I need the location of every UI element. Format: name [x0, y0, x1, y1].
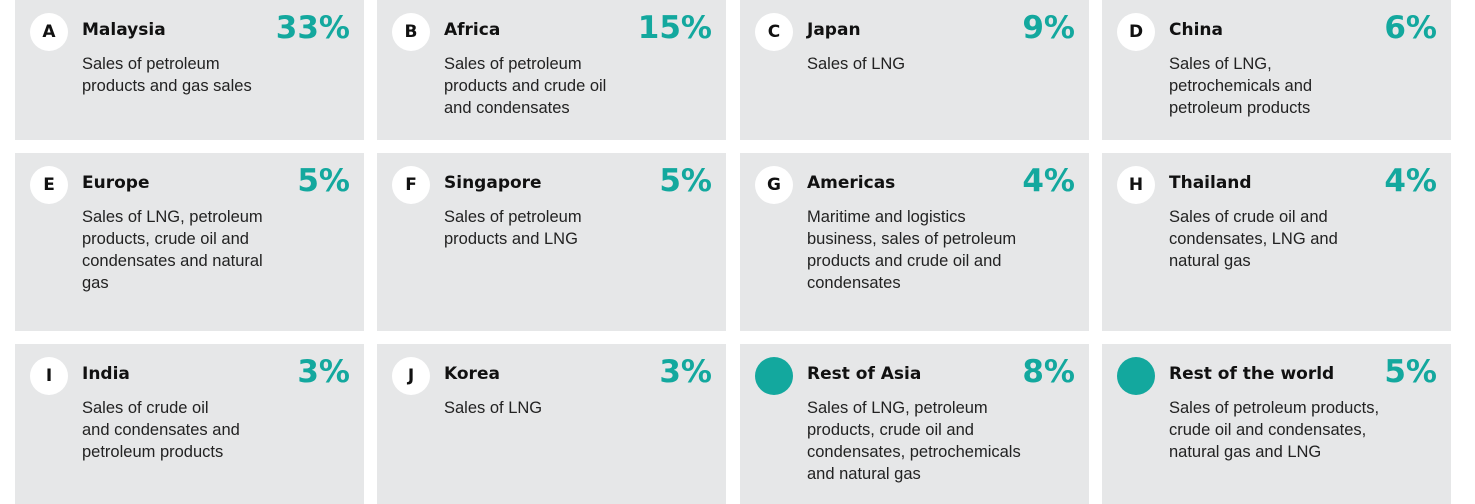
region-name: India — [82, 364, 130, 384]
percent: 33% — [275, 10, 350, 46]
badge — [1117, 357, 1155, 395]
description-line: Sales of LNG, petroleum — [82, 208, 263, 226]
percent: 5% — [297, 163, 350, 199]
region-card: Rest of the world 5% Sales of petroleum pr… — [1102, 344, 1451, 504]
description: Maritime and logistics business, sales of… — [807, 206, 1016, 294]
percent: 9% — [1022, 10, 1075, 46]
description: Sales of petroleum products and crude oil… — [444, 53, 606, 119]
badge: J — [392, 357, 430, 395]
description-line: Sales of LNG, — [1169, 55, 1272, 73]
region-name: Thailand — [1169, 173, 1252, 193]
description: Sales of crude oil and condensates, LNG a… — [1169, 206, 1338, 272]
badge: I — [30, 357, 68, 395]
description-line: Sales of petroleum — [444, 55, 582, 73]
description-line: Maritime and logistics — [807, 208, 966, 226]
badge: B — [392, 13, 430, 51]
description-line: Sales of petroleum products, — [1169, 399, 1380, 417]
badge: G — [755, 166, 793, 204]
badge: F — [392, 166, 430, 204]
percent: 5% — [1384, 354, 1437, 390]
description: Sales of petroleum products, crude oil an… — [1169, 397, 1379, 463]
description-line: and condensates — [444, 99, 570, 117]
region-card: H Thailand 4% Sales of crude oil and condens… — [1102, 153, 1451, 331]
description-line: products, crude oil and — [807, 421, 974, 439]
description-line: petrochemicals and — [1169, 77, 1313, 95]
description-line: Sales of crude oil — [82, 399, 209, 417]
description: Sales of petroleum products and LNG — [444, 206, 582, 250]
region-name: Rest of Asia — [807, 364, 922, 384]
description-line: products and LNG — [444, 230, 578, 248]
description-line: products and crude oil — [444, 77, 607, 95]
description-line: condensates and natural — [82, 252, 263, 270]
description-line: condensates, petrochemicals — [807, 443, 1021, 461]
region-name: Japan — [807, 20, 861, 40]
description-line: Sales of LNG, petroleum — [807, 399, 988, 417]
region-name: Americas — [807, 173, 896, 193]
description-line: petroleum products — [1169, 99, 1311, 117]
description-line: condensates — [807, 274, 901, 292]
description-line: Sales of LNG — [444, 399, 543, 417]
percent: 8% — [1022, 354, 1075, 390]
badge: C — [755, 13, 793, 51]
description-line: Sales of LNG — [807, 55, 906, 73]
description-line: products and gas sales — [82, 77, 252, 95]
region-card: G Americas 4% Maritime and logistics busines… — [740, 153, 1089, 331]
percent: 4% — [1022, 163, 1075, 199]
percent: 15% — [637, 10, 712, 46]
description-line: business, sales of petroleum — [807, 230, 1017, 248]
description: Sales of LNG, petroleum products, crude o… — [82, 206, 263, 294]
description-line: Sales of petroleum — [82, 55, 220, 73]
region-card: D China 6% Sales of LNG, petrochemicals and p… — [1102, 0, 1451, 140]
description-line: petroleum products — [82, 443, 224, 461]
description: Sales of petroleum products and gas sales — [82, 53, 252, 97]
badge: D — [1117, 13, 1155, 51]
description-line: and natural gas — [807, 465, 921, 483]
description-line: natural gas — [1169, 252, 1251, 270]
region-name: Rest of the world — [1169, 364, 1335, 384]
description-line: Sales of crude oil and — [1169, 208, 1328, 226]
description-line: natural gas and LNG — [1169, 443, 1322, 461]
description-line: and condensates and — [82, 421, 240, 439]
badge: E — [30, 166, 68, 204]
percent: 3% — [297, 354, 350, 390]
badge: H — [1117, 166, 1155, 204]
region-card: I India 3% Sales of crude oil and condensate… — [15, 344, 364, 504]
region-card: A Malaysia 33% Sales of petroleum products a… — [15, 0, 364, 140]
description: Sales of LNG, petroleum products, crude o… — [807, 397, 1021, 485]
region-card: F Singapore 5% Sales of petroleum products a… — [377, 153, 726, 331]
description: Sales of LNG — [807, 53, 905, 75]
percent: 5% — [659, 163, 712, 199]
region-name: Africa — [444, 20, 501, 40]
description: Sales of crude oil and condensates and pet… — [82, 397, 240, 463]
percent: 3% — [659, 354, 712, 390]
region-name: Malaysia — [82, 20, 166, 40]
description: Sales of LNG — [444, 397, 542, 419]
region-name: China — [1169, 20, 1223, 40]
region-card: E Europe 5% Sales of LNG, petroleum products… — [15, 153, 364, 331]
percent: 6% — [1384, 10, 1437, 46]
description-line: condensates, LNG and — [1169, 230, 1338, 248]
description: Sales of LNG, petrochemicals and petroleum… — [1169, 53, 1312, 119]
percent: 4% — [1384, 163, 1437, 199]
description-line: products, crude oil and — [82, 230, 249, 248]
description-line: products and crude oil and — [807, 252, 1002, 270]
region-card: B Africa 15% Sales of petroleum products and… — [377, 0, 726, 140]
region-name: Singapore — [444, 173, 542, 193]
region-card: Rest of Asia 8% Sales of LNG, petroleum pro… — [740, 344, 1089, 504]
region-card: C Japan 9% Sales of LNG — [740, 0, 1089, 140]
description-line: Sales of petroleum — [444, 208, 582, 226]
region-card: J Korea 3% Sales of LNG — [377, 344, 726, 504]
badge — [755, 357, 793, 395]
description-line: crude oil and condensates, — [1169, 421, 1367, 439]
region-name: Europe — [82, 173, 150, 193]
region-name: Korea — [444, 364, 500, 384]
description-line: gas — [82, 274, 109, 292]
badge: A — [30, 13, 68, 51]
